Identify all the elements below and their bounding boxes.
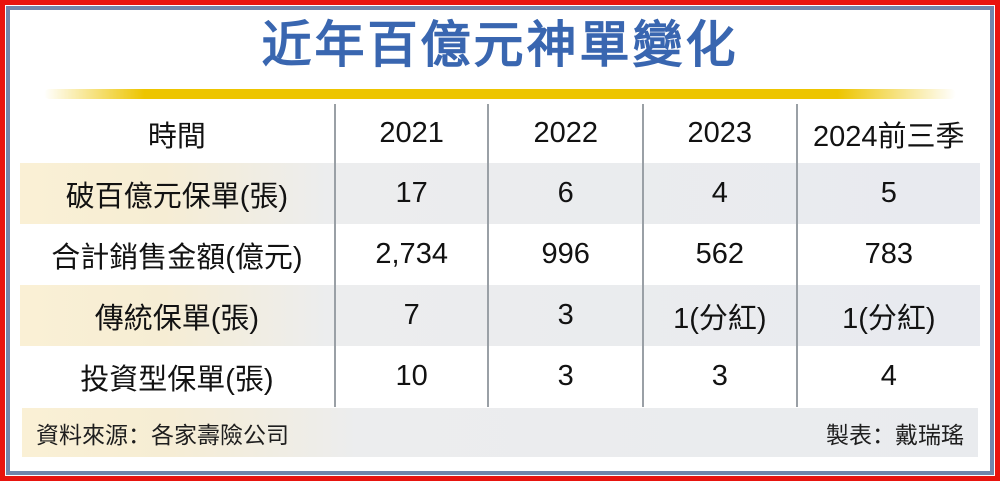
cell-value: 996 [487,224,644,285]
row-label: 投資型保單(張) [80,363,274,396]
table-header-row: 時間 2021 2022 2023 2024前三季 [20,104,980,163]
page-title: 近年百億元神單變化 [261,17,739,73]
cell-value: 1(分紅) [795,285,980,346]
footer-band: 資料來源：各家壽險公司 製表：戴瑞瑤 [22,408,978,457]
table-row: 破百億元保單(張) 17 6 4 5 [20,163,980,224]
cell-value: 7 [333,285,489,346]
policy-table: 時間 2021 2022 2023 2024前三季 破百億元保單(張) 17 6… [20,104,980,407]
gold-divider-bar [44,89,956,99]
col-header-time: 時間 [147,120,206,153]
table-row: 傳統保單(張) 7 3 1(分紅) 1(分紅) [20,285,980,346]
cell-value: 1(分紅) [642,285,797,346]
col-header-2024q3: 2024前三季 [795,104,980,163]
cell-value: 783 [795,224,980,285]
table-row: 合計銷售金額(億元) 2,734 996 562 783 [20,224,980,285]
blue-inner-frame: 近年百億元神單變化 時間 2021 2022 2023 2024前三季 破百億元… [6,6,994,475]
row-label: 破百億元保單(張) [65,180,289,213]
row-label: 合計銷售金額(億元) [51,241,303,274]
table-row: 投資型保單(張) 10 3 3 4 [20,346,980,407]
cell-value: 6 [487,163,644,224]
cell-value: 5 [795,163,980,224]
cell-value: 3 [487,285,644,346]
cell-value: 2,734 [333,224,489,285]
cell-value: 562 [642,224,797,285]
col-header-2021: 2021 [333,104,489,163]
cell-value: 17 [333,163,489,224]
col-header-2023: 2023 [642,104,797,163]
credit-note: 製表：戴瑞瑤 [826,421,964,448]
col-header-2022: 2022 [487,104,644,163]
cell-value: 3 [642,346,797,407]
cell-value: 4 [795,346,980,407]
cell-value: 4 [642,163,797,224]
row-label: 傳統保單(張) [94,302,260,335]
data-source-note: 資料來源：各家壽險公司 [36,421,289,448]
cell-value: 10 [333,346,489,407]
cell-value: 3 [487,346,644,407]
